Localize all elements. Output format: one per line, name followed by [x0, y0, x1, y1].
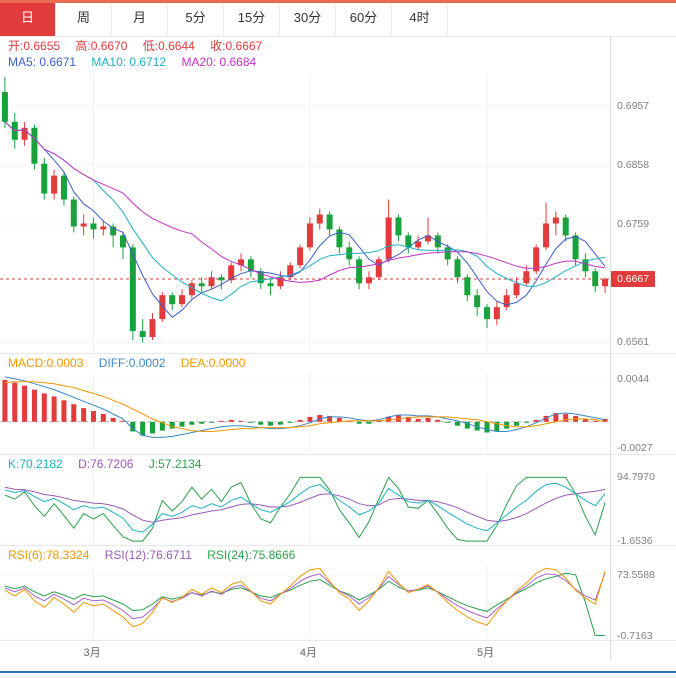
ohlc-readout: 开:0.6655 高:0.6670 低:0.6644 收:0.6667 [8, 37, 274, 54]
rsi24-value: RSI(24):75.8666 [207, 548, 296, 562]
kdj-chart[interactable] [0, 474, 610, 544]
diff-value: DIFF:0.0002 [98, 356, 166, 370]
tab-weekly[interactable]: 周 [56, 3, 112, 36]
dea-value: DEA:0.0000 [180, 356, 246, 370]
tab-15min[interactable]: 15分 [224, 3, 280, 36]
y-axis-label: 0.6957 [617, 99, 650, 112]
high-value: 高:0.6670 [75, 39, 128, 53]
y-axis-label: -1.6536 [617, 535, 653, 548]
ma5-value: MA5: 0.6671 [8, 55, 77, 69]
macd-value: MACD:0.0003 [8, 356, 84, 370]
y-axis-label: 0.6858 [617, 158, 650, 171]
ma-legend: MA5: 0.6671 MA10: 0.6712 MA20: 0.6684 [8, 55, 268, 69]
y-axis-label: 0.6561 [617, 336, 650, 349]
rsi-chart[interactable] [0, 565, 610, 639]
rsi6-value: RSI(6):78.3324 [8, 548, 90, 562]
y-axis-column [610, 36, 676, 660]
x-axis: 3月 4月 5月 [0, 642, 610, 660]
y-axis-label: -0.0027 [617, 442, 653, 455]
rsi-legend: RSI(6):78.3324 RSI(12):76.6711 RSI(24):7… [8, 548, 307, 562]
macd-legend: MACD:0.0003 DIFF:0.0002 DEA:0.0000 [8, 356, 257, 370]
rsi12-value: RSI(12):76.6711 [104, 548, 192, 562]
candlestick-chart[interactable] [0, 74, 610, 352]
tab-60min[interactable]: 60分 [336, 3, 392, 36]
open-value: 开:0.6655 [8, 39, 61, 53]
x-axis-label: 4月 [299, 647, 318, 659]
current-price-badge: 0.6667 [611, 271, 656, 288]
y-axis-label: 73.5588 [617, 569, 655, 582]
k-value: K:70.2182 [8, 457, 63, 471]
macd-chart[interactable] [0, 373, 610, 453]
ma10-value: MA10: 0.6712 [91, 55, 167, 69]
bottom-border [0, 671, 676, 673]
y-axis-label: 0.0044 [617, 372, 650, 385]
tab-daily[interactable]: 日 [0, 3, 56, 36]
panel-separator [0, 545, 676, 546]
kdj-legend: K:70.2182 D:76.7206 J:57.2134 [8, 457, 214, 471]
y-axis-label: -0.7163 [617, 629, 653, 642]
panel-separator [0, 640, 676, 641]
d-value: D:76.7206 [78, 457, 134, 471]
tab-4hour[interactable]: 4时 [392, 3, 448, 36]
ma20-value: MA20: 0.6684 [181, 55, 257, 69]
close-value: 收:0.6667 [210, 39, 263, 53]
j-value: J:57.2134 [148, 457, 202, 471]
tab-monthly[interactable]: 月 [112, 3, 168, 36]
tab-30min[interactable]: 30分 [280, 3, 336, 36]
tab-5min[interactable]: 5分 [168, 3, 224, 36]
panel-separator [0, 454, 676, 455]
y-axis-label: 94.7970 [617, 471, 655, 484]
y-axis-label: 0.6759 [617, 218, 650, 231]
panel-separator [0, 353, 676, 354]
low-value: 低:0.6644 [142, 39, 195, 53]
x-axis-label: 5月 [477, 647, 495, 659]
timeframe-tabbar: 日 周 月 5分 15分 30分 60分 4时 [0, 0, 676, 37]
x-axis-label: 3月 [83, 647, 101, 659]
